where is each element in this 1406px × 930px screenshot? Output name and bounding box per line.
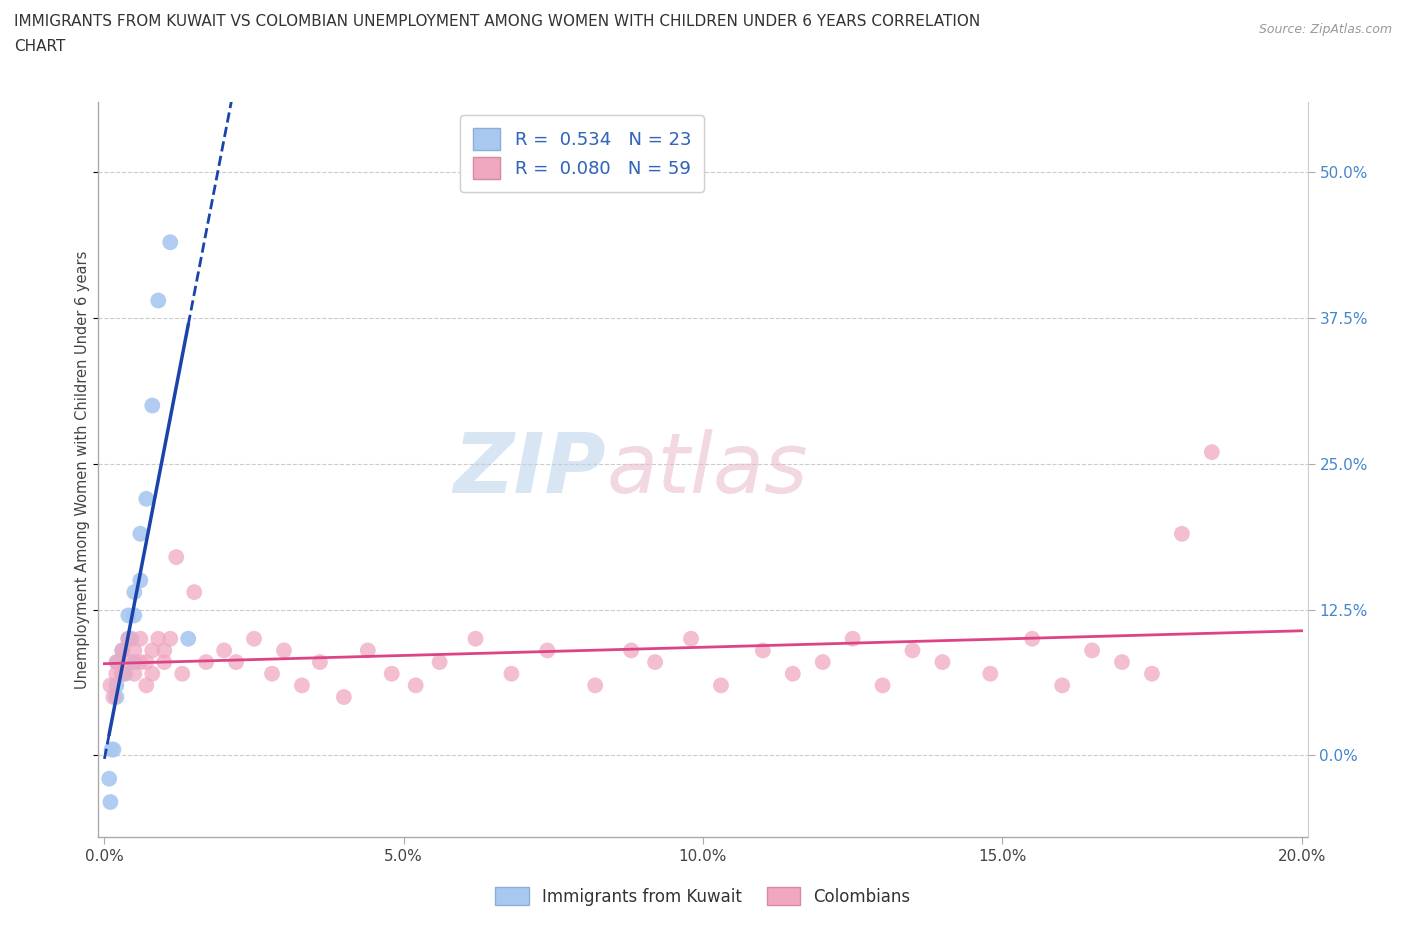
Point — [1050, 678, 1073, 693]
Point — [260, 666, 283, 681]
Point — [124, 666, 146, 681]
Point — [100, 678, 122, 693]
Point — [103, 742, 125, 757]
Point — [679, 631, 702, 646]
Point — [501, 666, 523, 681]
Point — [841, 631, 863, 646]
Point — [100, 794, 122, 809]
Point — [111, 666, 134, 681]
Legend: R =  0.534   N = 23, R =  0.080   N = 59: R = 0.534 N = 23, R = 0.080 N = 59 — [460, 115, 704, 192]
Point — [1201, 445, 1223, 459]
Point — [117, 608, 139, 623]
Point — [141, 643, 163, 658]
Point — [1081, 643, 1104, 658]
Point — [98, 771, 121, 786]
Point — [124, 608, 146, 623]
Point — [124, 643, 146, 658]
Text: CHART: CHART — [14, 39, 66, 54]
Point — [195, 655, 218, 670]
Point — [124, 655, 146, 670]
Point — [333, 690, 356, 705]
Point — [103, 690, 125, 705]
Point — [135, 491, 157, 506]
Point — [172, 666, 194, 681]
Point — [620, 643, 643, 658]
Point — [153, 643, 176, 658]
Point — [225, 655, 247, 670]
Point — [120, 631, 142, 646]
Point — [159, 234, 181, 249]
Text: ZIP: ZIP — [454, 429, 606, 511]
Point — [111, 643, 134, 658]
Point — [111, 643, 134, 658]
Point — [129, 655, 152, 670]
Point — [124, 585, 146, 600]
Point — [105, 678, 128, 693]
Point — [129, 573, 152, 588]
Point — [309, 655, 332, 670]
Point — [117, 631, 139, 646]
Point — [1021, 631, 1043, 646]
Point — [1140, 666, 1163, 681]
Point — [536, 643, 558, 658]
Text: atlas: atlas — [606, 429, 808, 511]
Point — [117, 631, 139, 646]
Point — [159, 631, 181, 646]
Point — [273, 643, 295, 658]
Point — [105, 655, 128, 670]
Point — [100, 742, 122, 757]
Point — [644, 655, 666, 670]
Point — [148, 293, 170, 308]
Point — [111, 666, 134, 681]
Point — [153, 655, 176, 670]
Point — [141, 666, 163, 681]
Point — [710, 678, 733, 693]
Y-axis label: Unemployment Among Women with Children Under 6 years: Unemployment Among Women with Children U… — [75, 250, 90, 689]
Point — [135, 678, 157, 693]
Point — [931, 655, 953, 670]
Point — [129, 526, 152, 541]
Point — [105, 666, 128, 681]
Point — [114, 666, 136, 681]
Legend: Immigrants from Kuwait, Colombians: Immigrants from Kuwait, Colombians — [489, 881, 917, 912]
Point — [901, 643, 924, 658]
Text: Source: ZipAtlas.com: Source: ZipAtlas.com — [1258, 23, 1392, 36]
Point — [1111, 655, 1133, 670]
Text: IMMIGRANTS FROM KUWAIT VS COLOMBIAN UNEMPLOYMENT AMONG WOMEN WITH CHILDREN UNDER: IMMIGRANTS FROM KUWAIT VS COLOMBIAN UNEM… — [14, 14, 980, 29]
Point — [782, 666, 804, 681]
Point — [583, 678, 606, 693]
Point — [357, 643, 380, 658]
Point — [979, 666, 1001, 681]
Point — [1171, 526, 1194, 541]
Point — [148, 631, 170, 646]
Point — [141, 398, 163, 413]
Point — [381, 666, 404, 681]
Point — [105, 690, 128, 705]
Point — [464, 631, 486, 646]
Point — [243, 631, 266, 646]
Point — [177, 631, 200, 646]
Point — [872, 678, 894, 693]
Point — [429, 655, 451, 670]
Point — [752, 643, 775, 658]
Point — [129, 631, 152, 646]
Point — [212, 643, 235, 658]
Point — [291, 678, 314, 693]
Point — [135, 655, 157, 670]
Point — [405, 678, 427, 693]
Point — [183, 585, 205, 600]
Point — [811, 655, 834, 670]
Point — [107, 655, 129, 670]
Point — [165, 550, 187, 565]
Point — [117, 655, 139, 670]
